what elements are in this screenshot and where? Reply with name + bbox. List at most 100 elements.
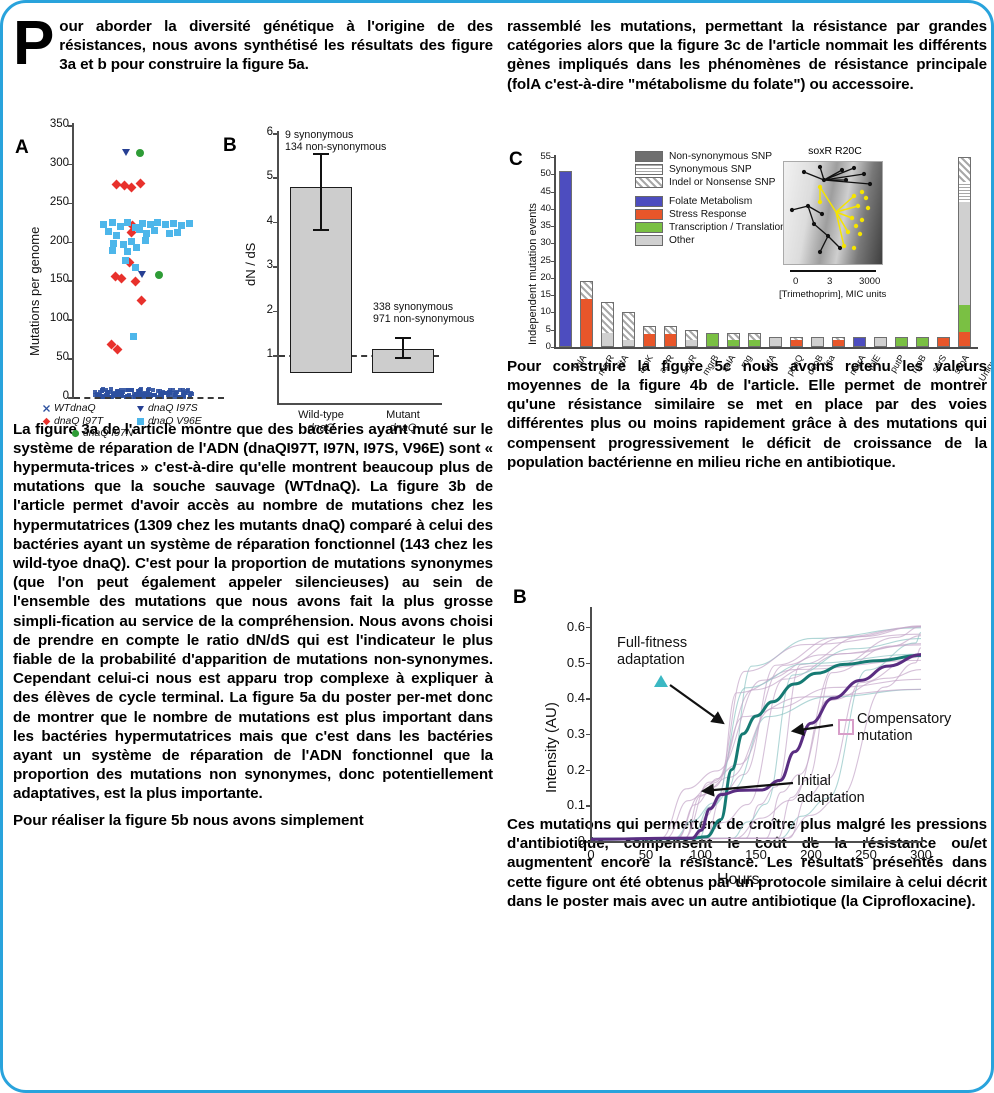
circle-marker-icon xyxy=(71,429,80,438)
panel-c-bar-segment xyxy=(958,158,971,182)
panel-c-bar-segment xyxy=(706,334,719,346)
panel-a-wt-point xyxy=(109,387,114,392)
panel-c-y-axis xyxy=(554,155,556,349)
panel-c-bar xyxy=(684,329,699,347)
panel-c-xtick: folE xyxy=(864,353,882,372)
panel-a-wt-point xyxy=(147,391,152,396)
panel-a-data-point xyxy=(131,224,139,232)
panel-c-ytick: 40 xyxy=(540,202,551,214)
panel-a-data-point xyxy=(139,220,147,228)
inset-scale-tick-3: 3 xyxy=(827,276,833,287)
panel-c-ytick: 10 xyxy=(540,306,551,318)
panel-a-tickmark xyxy=(68,319,73,321)
panel-a-tickmark xyxy=(68,358,73,360)
panel-d-ytick: 0.3 xyxy=(566,725,585,741)
panel-b-error-bar xyxy=(402,336,404,357)
stress-swatch-icon xyxy=(635,209,663,220)
panel-c-xtick: rng xyxy=(737,353,754,370)
panel-c-xtick: marR xyxy=(595,353,616,378)
panel-d-label: B xyxy=(513,587,527,608)
panel-a-ytick: 350 xyxy=(49,118,69,130)
panel-c-xtick: serS xyxy=(929,353,948,375)
panel-c-tickmark xyxy=(551,347,555,348)
panel-c-tickmark xyxy=(551,295,555,297)
panel-a-data-point xyxy=(131,263,139,271)
panel-d-ytick: 0.2 xyxy=(566,761,585,777)
legend-label-i97s: dnaQ I97S xyxy=(148,403,198,414)
panel-a-data-point xyxy=(138,271,147,279)
panel-c-xtick: rpoB xyxy=(908,353,928,375)
panel-c-bar xyxy=(873,336,888,347)
legend-label-i97t: dnaQ I97T xyxy=(54,415,104,427)
legend-label-syn: Synonymous SNP xyxy=(669,164,752,175)
panel-a-wt-point xyxy=(155,389,160,394)
legend-item-stress: Stress Response xyxy=(635,209,786,220)
panel-d-ytickmark xyxy=(586,805,591,807)
legend-label-stress: Stress Response xyxy=(669,209,747,220)
panel-c-bar-segment xyxy=(601,303,614,333)
panel-c-bar xyxy=(642,326,657,347)
panel-b-ytick: 3 xyxy=(266,259,273,272)
indel-swatch-icon xyxy=(635,177,663,188)
panel-c-bar-segment xyxy=(769,337,782,346)
panel-b-xtick: Mutant dnaQ xyxy=(386,409,420,434)
panel-a-wt-point xyxy=(151,387,156,392)
panel-c-bar xyxy=(894,336,909,347)
panel-a-data-point xyxy=(135,149,144,158)
right-paragraph-1: rassemblé les mutations, permettant la r… xyxy=(507,18,987,93)
legend-item-other: Other xyxy=(635,235,786,246)
panel-c-x-axis xyxy=(554,347,978,349)
panel-c-tickmark xyxy=(551,174,555,176)
panel-c-ytick: 0 xyxy=(545,341,551,352)
panel-c-bar-segment xyxy=(895,337,908,346)
panel-c-xtick: aroK xyxy=(635,353,655,375)
legend-label-transcription: Transcription / Translation xyxy=(669,222,786,233)
panel-c-tickmark xyxy=(551,243,555,245)
panel-d-ytick: 0 xyxy=(577,833,585,848)
annotation-initial-line2: adaptation xyxy=(797,790,865,806)
panel-a-data-point xyxy=(127,238,135,246)
panel-d-trace xyxy=(591,653,921,841)
panel-b-y-axis xyxy=(277,131,279,405)
panel-a-data-point xyxy=(123,218,131,226)
panel-b-tickmark xyxy=(273,133,278,135)
panel-c-bar-segment xyxy=(727,334,740,341)
legend-item-wtdnaq: WTdnaQ xyxy=(42,403,130,414)
panel-a-wt-point xyxy=(171,388,176,393)
panel-a-wt-point xyxy=(138,394,143,399)
panel-d-ytick: 0.6 xyxy=(566,618,585,634)
panel-a-tickmark xyxy=(68,202,73,205)
panel-a-wt-point xyxy=(110,391,115,396)
panel-b-error-bar xyxy=(320,153,322,229)
x-marker-icon xyxy=(42,404,51,413)
legend-label-indel: Indel or Nonsense SNP xyxy=(669,177,776,188)
panel-c-bar-segment xyxy=(580,299,593,346)
legend-item-indel: Indel or Nonsense SNP xyxy=(635,177,786,188)
panel-c-ytick: 15 xyxy=(540,289,551,301)
panel-c-bar xyxy=(810,336,825,347)
panel-a-wt-point xyxy=(97,393,102,398)
panel-c-xtick: mgrB xyxy=(699,353,720,377)
panel-a-wt-point xyxy=(177,394,182,399)
panel-a-data-point xyxy=(122,149,131,157)
panel-a-wt-point xyxy=(105,390,110,395)
panel-a-data-point xyxy=(177,221,185,229)
inset-scale-tick-3000: 3000 xyxy=(859,276,881,287)
panel-a-wt-point xyxy=(122,388,127,393)
panel-a-ytick: 200 xyxy=(49,234,69,247)
panel-c-bar xyxy=(936,336,951,347)
panel-d-ytickmark xyxy=(586,662,591,665)
panel-b-error-cap xyxy=(313,153,329,155)
panel-a-data-point xyxy=(117,222,125,230)
panel-c-ytick: 25 xyxy=(540,254,551,266)
panel-a-data-point xyxy=(165,229,173,237)
panel-c-xtick: selA xyxy=(718,353,737,374)
panel-b-ytick: 6 xyxy=(266,126,273,138)
panel-a-tickmark xyxy=(68,125,73,127)
panel-c-label: C xyxy=(509,149,523,170)
panel-c-bar-segment xyxy=(580,282,593,300)
panel-a-wt-point xyxy=(160,390,165,395)
panel-a-data-point xyxy=(147,220,155,228)
panel-c-bar-segment xyxy=(685,330,698,340)
